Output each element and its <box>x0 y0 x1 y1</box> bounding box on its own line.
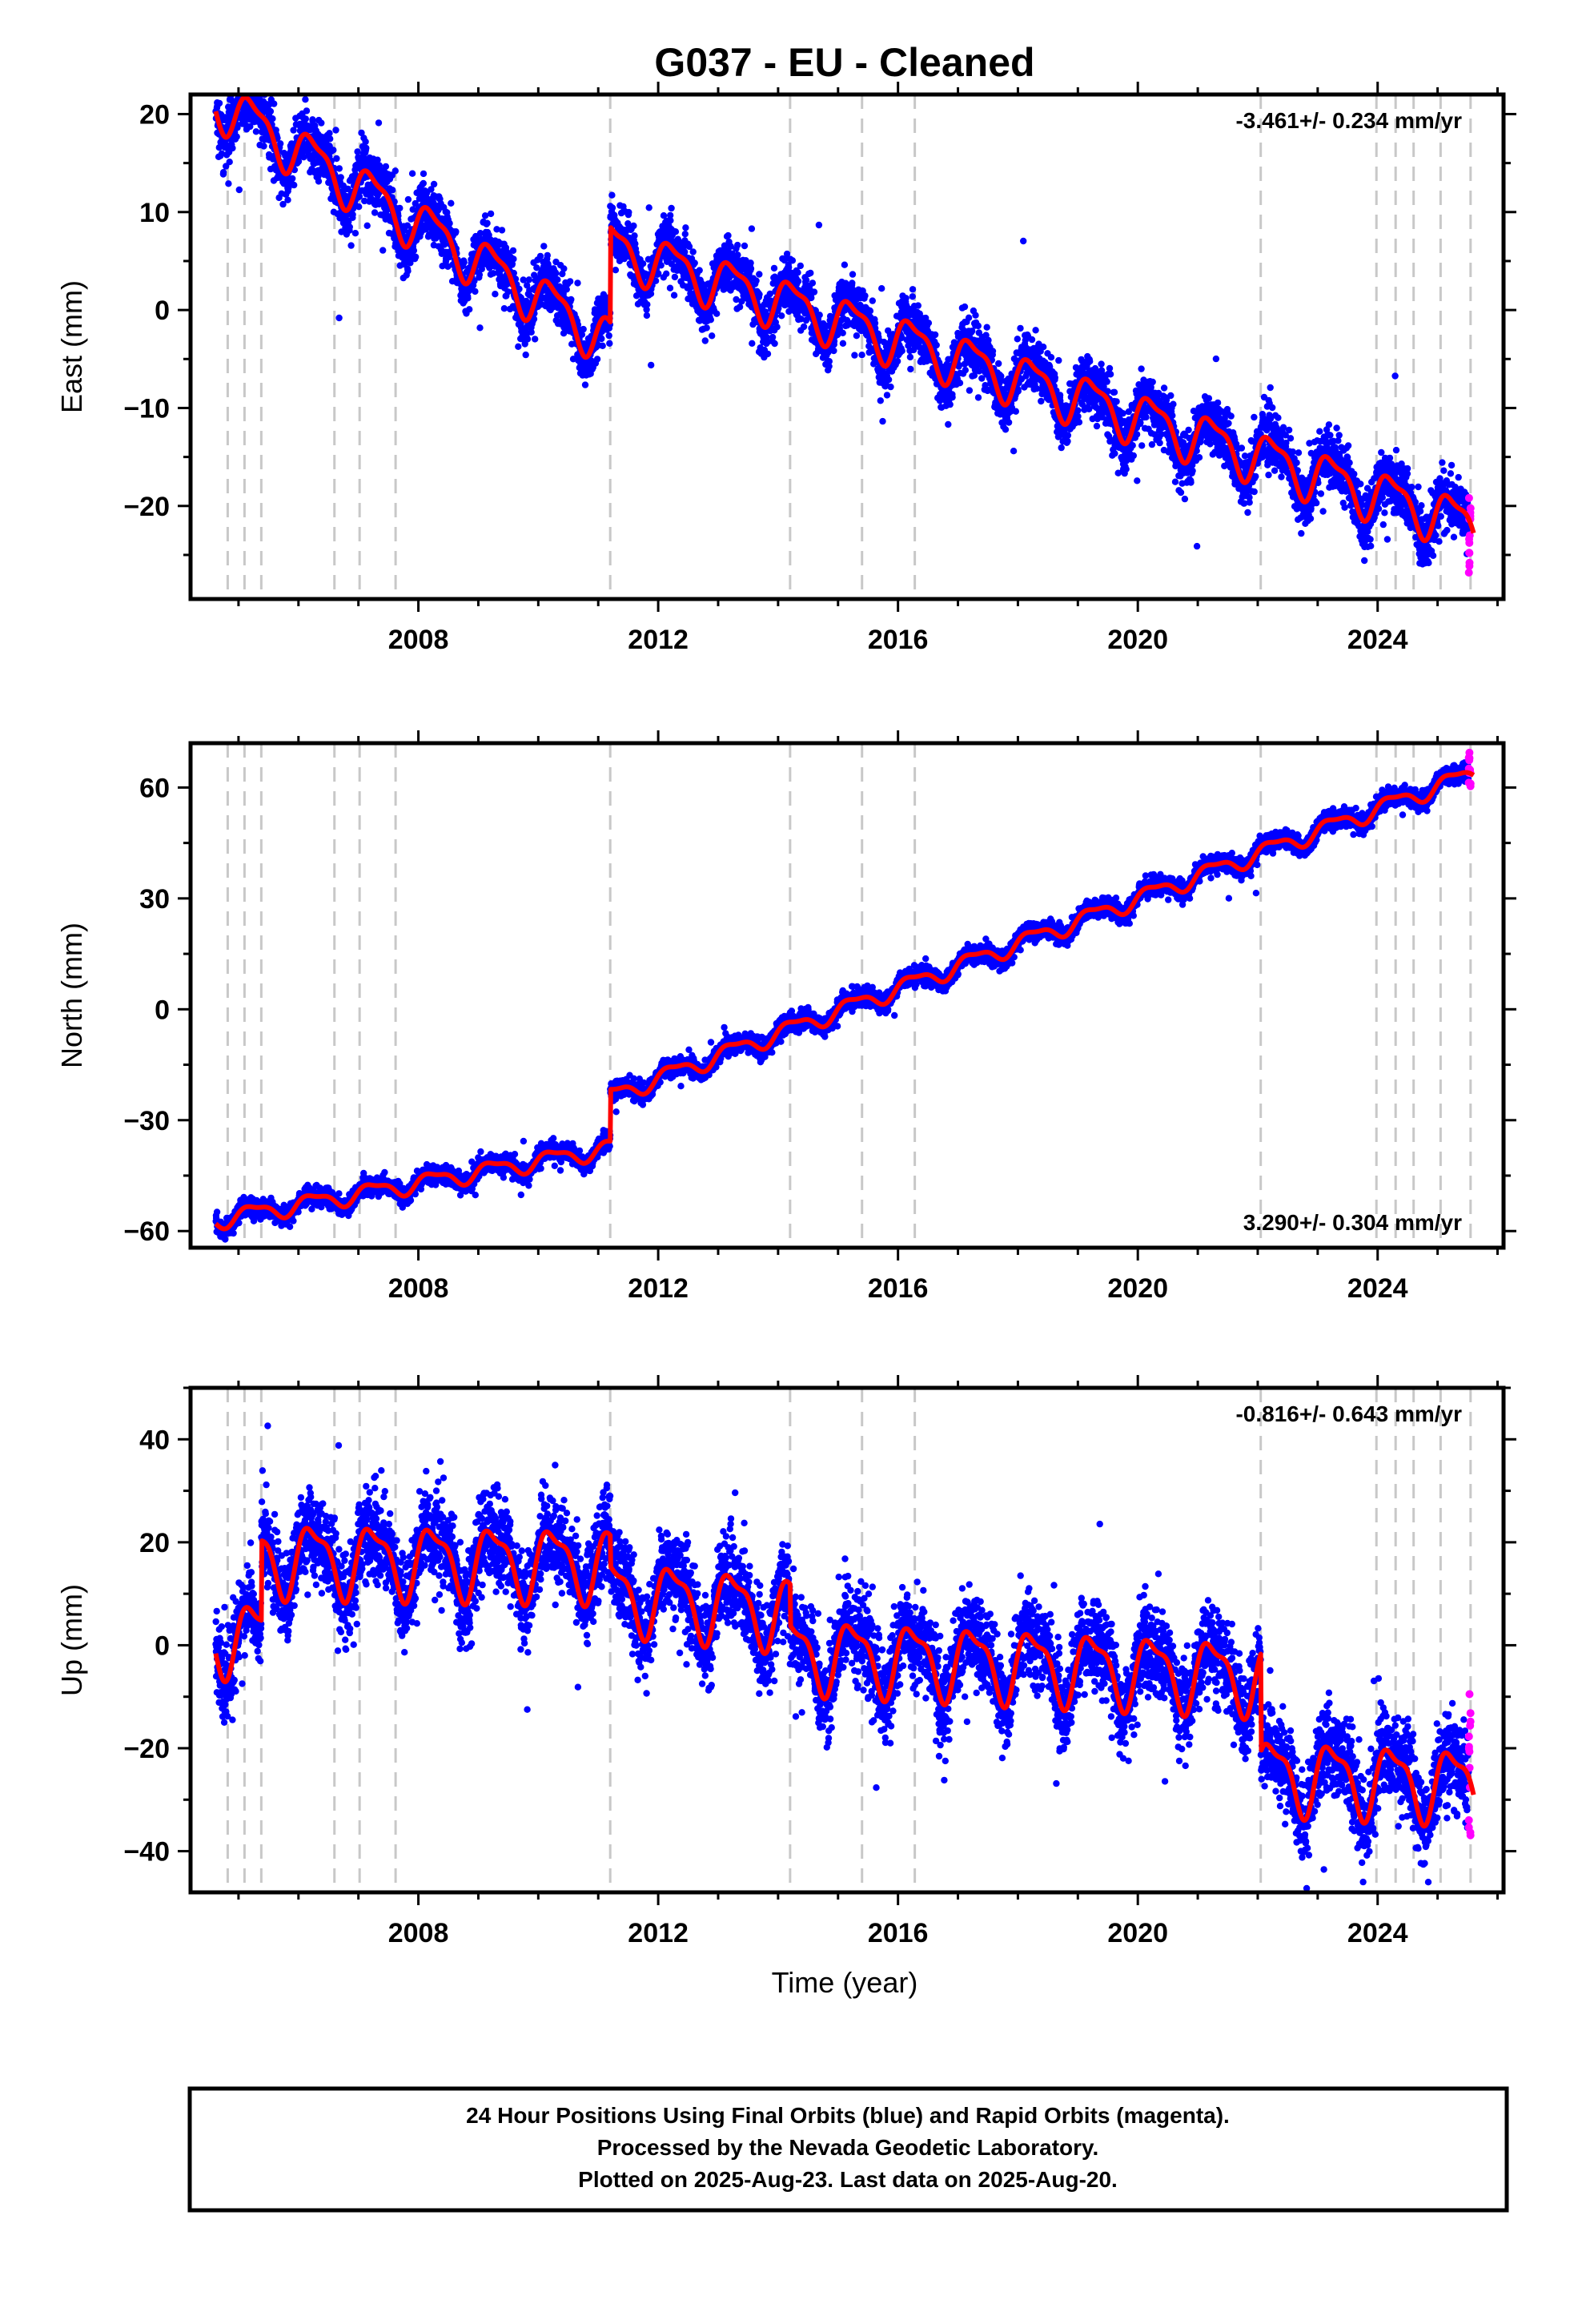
x-tick-label: 2012 <box>628 1918 689 1948</box>
velocity-label: 3.290+/- 0.304 mm/yr <box>1243 1210 1462 1235</box>
y-tick-label: −30 <box>123 1106 170 1136</box>
y-axis-label: East (mm) <box>55 280 88 413</box>
y-tick-label: 20 <box>139 99 170 130</box>
model-fit-line <box>216 773 1474 1229</box>
y-axis-label: North (mm) <box>55 923 88 1068</box>
y-tick-label: 0 <box>155 296 170 326</box>
x-tick-label: 2020 <box>1107 1273 1168 1304</box>
y-tick-label: 60 <box>139 773 170 803</box>
x-tick-label: 2008 <box>388 1918 449 1948</box>
x-tick-label: 2020 <box>1107 625 1168 655</box>
x-tick-label: 2024 <box>1347 1273 1408 1304</box>
y-tick-label: −20 <box>123 492 170 522</box>
footer-line-2: Processed by the Nevada Geodetic Laborat… <box>597 2135 1099 2160</box>
x-tick-label: 2016 <box>868 1273 929 1304</box>
x-tick-label: 2012 <box>628 1273 689 1304</box>
plot-area <box>212 1388 1474 1924</box>
velocity-label: -3.461+/- 0.234 mm/yr <box>1235 108 1462 133</box>
east-panel: 2008 2012 2016 2020 2024 −20 −10 0 10 20 East (mm)… <box>55 38 1516 655</box>
y-tick-label: −60 <box>123 1216 170 1247</box>
x-axis-label: Time (year) <box>772 1966 918 1999</box>
y-tick-label: 0 <box>155 1630 170 1661</box>
velocity-label: -0.816+/- 0.643 mm/yr <box>1235 1401 1462 1426</box>
chart-title: G037 - EU - Cleaned <box>654 40 1034 85</box>
footer-line-1: 24 Hour Positions Using Final Orbits (bl… <box>466 2103 1230 2128</box>
x-tick-label: 2024 <box>1347 1918 1408 1948</box>
x-tick-label: 2020 <box>1107 1918 1168 1948</box>
footer-line-3: Plotted on 2025-Aug-23. Last data on 202… <box>578 2167 1118 2192</box>
x-tick-label: 2016 <box>868 1918 929 1948</box>
x-tick-label: 2016 <box>868 625 929 655</box>
y-axis-label: Up (mm) <box>55 1584 88 1696</box>
final-orbit-points <box>213 759 1472 1256</box>
x-tick-label: 2024 <box>1347 625 1408 655</box>
y-tick-label: −20 <box>123 1734 170 1764</box>
up-panel: 2008 2012 2016 2020 2024 −40 −20 0 20 40 Up (mm) -0… <box>55 1375 1516 1948</box>
north-panel: 2008 2012 2016 2020 2024 −60 −30 0 30 60 North (mm… <box>55 730 1516 1304</box>
y-tick-label: 40 <box>139 1425 170 1455</box>
y-tick-label: 30 <box>139 884 170 915</box>
y-tick-label: −10 <box>123 393 170 424</box>
x-tick-label: 2012 <box>628 625 689 655</box>
y-tick-label: −40 <box>123 1837 170 1868</box>
plot-area <box>213 743 1475 1256</box>
y-tick-label: 10 <box>139 198 170 228</box>
rapid-orbit-points <box>1465 749 1475 790</box>
y-tick-label: 0 <box>155 995 170 1025</box>
y-tick-label: 20 <box>139 1528 170 1558</box>
x-tick-label: 2008 <box>388 1273 449 1304</box>
x-tick-label: 2008 <box>388 625 449 655</box>
rapid-orbit-points <box>1465 1691 1475 1839</box>
final-orbit-points <box>212 1422 1472 1923</box>
